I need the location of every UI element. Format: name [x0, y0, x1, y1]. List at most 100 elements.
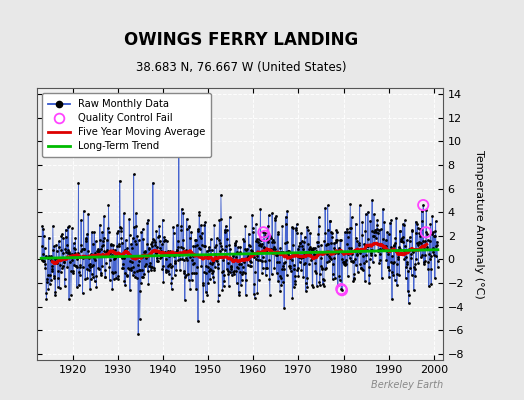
Point [358, 253, 367, 260]
Point [268, 210, 276, 216]
Point [158, 241, 166, 248]
Point [285, 248, 293, 254]
Point [151, 250, 160, 256]
Point [99, 238, 107, 244]
Point [416, 226, 424, 232]
Point [186, 235, 194, 242]
Point [388, 296, 396, 303]
Point [59, 263, 67, 269]
Point [423, 237, 432, 243]
Point [227, 264, 235, 270]
Point [117, 255, 126, 261]
Point [79, 264, 87, 270]
Point [376, 256, 384, 263]
Point [61, 246, 70, 252]
Point [248, 212, 256, 218]
Point [106, 257, 115, 263]
Point [112, 253, 120, 259]
Point [351, 248, 359, 254]
Point [294, 245, 302, 252]
Point [380, 244, 388, 250]
Point [145, 244, 154, 251]
Point [72, 264, 81, 270]
Text: OWINGS FERRY LANDING: OWINGS FERRY LANDING [124, 31, 358, 49]
Point [285, 262, 293, 269]
Point [79, 255, 88, 262]
Point [217, 246, 226, 252]
Point [357, 266, 366, 272]
Point [96, 237, 104, 243]
Point [138, 267, 146, 273]
Point [321, 266, 329, 272]
Point [245, 230, 253, 237]
Point [170, 252, 179, 259]
Point [69, 268, 78, 274]
Point [429, 229, 437, 235]
Point [240, 238, 248, 244]
Point [277, 282, 286, 288]
Point [88, 262, 96, 269]
Point [356, 260, 365, 267]
Point [81, 253, 89, 259]
Point [424, 283, 433, 290]
Point [189, 253, 197, 259]
Point [384, 264, 392, 270]
Point [213, 264, 222, 271]
Point [406, 265, 414, 271]
Point [341, 262, 350, 268]
Point [247, 247, 255, 254]
Point [231, 242, 239, 248]
Point [250, 291, 258, 297]
Point [407, 272, 416, 278]
Point [242, 277, 250, 283]
Point [188, 257, 196, 263]
Point [75, 264, 84, 271]
Point [387, 216, 396, 223]
Point [328, 230, 336, 236]
Point [233, 264, 242, 270]
Point [53, 284, 62, 290]
Point [140, 271, 148, 277]
Point [217, 216, 225, 222]
Point [114, 250, 123, 256]
Point [297, 255, 305, 262]
Point [267, 271, 276, 278]
Point [342, 257, 350, 263]
Point [355, 202, 364, 208]
Point [400, 256, 409, 262]
Point [57, 269, 65, 275]
Point [209, 258, 217, 265]
Point [202, 289, 210, 296]
Point [55, 244, 63, 250]
Point [183, 225, 191, 232]
Point [256, 206, 265, 212]
Point [226, 246, 235, 252]
Point [128, 235, 137, 241]
Point [80, 246, 88, 252]
Point [169, 249, 177, 256]
Point [256, 241, 264, 247]
Point [128, 258, 136, 265]
Point [308, 282, 316, 288]
Point [146, 263, 154, 269]
Point [157, 247, 165, 254]
Point [168, 275, 176, 281]
Point [200, 269, 208, 275]
Point [224, 270, 233, 277]
Point [110, 275, 118, 282]
Point [248, 225, 257, 232]
Point [117, 228, 125, 234]
Point [43, 254, 52, 261]
Point [204, 280, 212, 286]
Point [220, 278, 228, 284]
Point [363, 236, 372, 242]
Point [334, 282, 342, 288]
Point [83, 230, 91, 237]
Point [191, 236, 200, 243]
Point [60, 276, 69, 283]
Point [69, 240, 78, 246]
Point [260, 244, 268, 250]
Point [379, 245, 388, 251]
Point [190, 270, 198, 277]
Point [166, 264, 174, 270]
